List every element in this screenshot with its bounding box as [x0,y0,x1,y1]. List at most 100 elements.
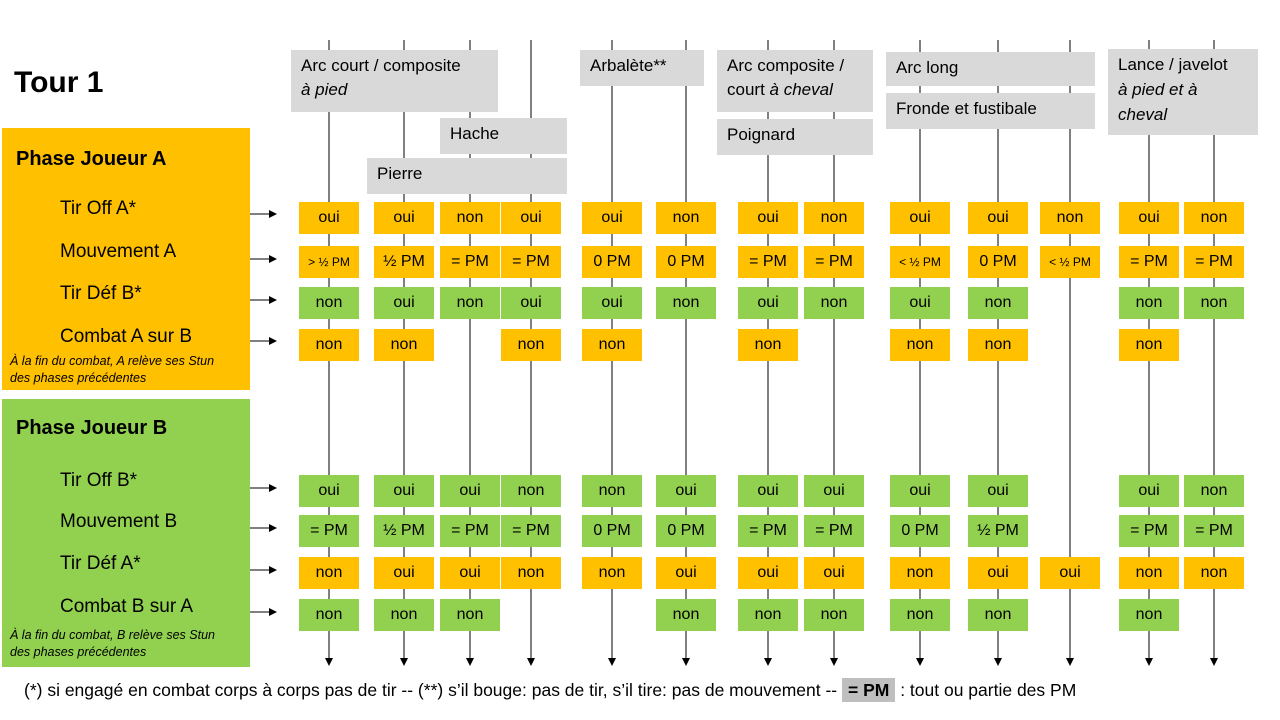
cell-a-tir-def-1: oui [374,287,434,319]
weapon-arc-comp-line2a: court [727,80,770,99]
cell-b-tir-def-11: non [1119,557,1179,589]
phase-a-note-line2: des phases précédentes [10,371,147,385]
cell-a-tir-off-6: oui [738,202,798,234]
step-a-mouvement: Mouvement A [60,241,177,262]
cell-b-tir-off-12: non [1184,475,1244,507]
cell-a-mouv-3: = PM [501,246,561,278]
cell-b-tir-off-9: oui [968,475,1028,507]
step-a-combat: Combat A sur B [60,326,193,347]
cell-a-mouv-11: = PM [1119,246,1179,278]
cell-a-combat-8: non [890,329,950,361]
weapon-pierre: Pierre [367,158,567,194]
cell-b-combat-5: non [656,599,716,631]
cell-b-mouv-12: = PM [1184,515,1244,547]
weapon-arc-long: Arc long [886,52,1095,86]
cell-a-tir-def-9: non [968,287,1028,319]
step-b-tir-off: Tir Off B* [60,470,138,491]
phase-b-note: À la fin du combat, B relève ses Stun de… [10,627,250,661]
cell-a-tir-def-0: non [299,287,359,319]
cell-a-tir-off-0: oui [299,202,359,234]
cell-b-tir-def-3: non [501,557,561,589]
cell-a-combat-1: non [374,329,434,361]
page-title: Tour 1 [14,66,104,99]
cell-b-tir-def-2: oui [440,557,500,589]
cell-a-tir-off-4: oui [582,202,642,234]
cell-b-combat-11: non [1119,599,1179,631]
cell-a-tir-def-6: oui [738,287,798,319]
cell-b-tir-def-1: oui [374,557,434,589]
footer-legend: (*) si engagé en combat corps à corps pa… [24,678,1076,702]
cell-a-combat-9: non [968,329,1028,361]
weapon-arc-composite: Arc composite / court à cheval [717,50,873,112]
weapon-lance: Lance / javelot à pied et à cheval [1108,49,1258,135]
weapon-lance-line2: à pied et à [1118,80,1198,99]
cell-b-combat-2: non [440,599,500,631]
cell-b-mouv-2: = PM [440,515,500,547]
cell-b-tir-def-6: oui [738,557,798,589]
step-a-tir-def: Tir Déf B* [60,283,142,304]
cell-b-tir-def-7: oui [804,557,864,589]
cell-a-tir-off-12: non [1184,202,1244,234]
cell-a-mouv-0: > ½ PM [299,246,359,278]
cell-b-combat-7: non [804,599,864,631]
weapon-arc-court-line1: Arc court / composite [301,56,461,75]
cell-a-tir-def-2: non [440,287,500,319]
cell-b-tir-def-0: non [299,557,359,589]
phase-b-note-line1: À la fin du combat, B relève ses Stun [10,628,215,642]
cell-b-tir-off-7: oui [804,475,864,507]
cell-b-mouv-1: ½ PM [374,515,434,547]
cell-b-combat-0: non [299,599,359,631]
cell-a-mouv-2: = PM [440,246,500,278]
cell-b-tir-def-12: non [1184,557,1244,589]
cell-a-tir-def-5: non [656,287,716,319]
cell-b-tir-off-4: non [582,475,642,507]
cell-b-mouv-5: 0 PM [656,515,716,547]
cell-a-combat-11: non [1119,329,1179,361]
cell-b-tir-off-2: oui [440,475,500,507]
phase-a-title: Phase Joueur A [16,148,167,170]
cell-b-tir-off-3: non [501,475,561,507]
phase-b-title: Phase Joueur B [16,417,168,439]
cell-b-tir-def-10: oui [1040,557,1100,589]
cell-b-combat-9: non [968,599,1028,631]
cell-a-combat-3: non [501,329,561,361]
phase-b-panel [2,399,250,667]
cell-a-tir-off-10: non [1040,202,1100,234]
cell-b-tir-off-0: oui [299,475,359,507]
weapon-arc-court-line2: à pied [301,80,348,99]
cell-a-tir-off-11: oui [1119,202,1179,234]
footer-pm-box: = PM [842,678,896,702]
cell-b-mouv-4: 0 PM [582,515,642,547]
weapon-poignard: Poignard [717,119,873,155]
cell-b-mouv-11: = PM [1119,515,1179,547]
cell-a-tir-off-7: non [804,202,864,234]
cell-a-combat-6: non [738,329,798,361]
step-b-tir-def: Tir Déf A* [60,553,141,574]
cell-a-combat-0: non [299,329,359,361]
weapon-arbalete: Arbalète** [580,50,704,86]
cell-a-mouv-8: < ½ PM [890,246,950,278]
cell-b-combat-1: non [374,599,434,631]
cell-a-tir-off-1: oui [374,202,434,234]
cell-a-tir-def-8: oui [890,287,950,319]
weapon-fronde: Fronde et fustibale [886,93,1095,129]
cell-a-tir-off-8: oui [890,202,950,234]
cell-b-tir-def-5: oui [656,557,716,589]
cell-a-mouv-1: ½ PM [374,246,434,278]
cell-b-combat-8: non [890,599,950,631]
cell-a-tir-def-4: oui [582,287,642,319]
weapon-lance-line3: cheval [1118,105,1168,124]
cell-a-mouv-9: 0 PM [968,246,1028,278]
footer-text-1: (*) si engagé en combat corps à corps pa… [24,680,842,700]
cell-a-tir-off-5: non [656,202,716,234]
weapon-arc-comp-line2b: à cheval [769,80,833,99]
cell-b-mouv-3: = PM [501,515,561,547]
cell-b-mouv-6: = PM [738,515,798,547]
cell-a-mouv-7: = PM [804,246,864,278]
cell-b-tir-off-1: oui [374,475,434,507]
phase-b-note-line2: des phases précédentes [10,645,147,659]
cell-b-tir-off-5: oui [656,475,716,507]
cell-a-mouv-5: 0 PM [656,246,716,278]
cell-a-mouv-12: = PM [1184,246,1244,278]
cell-b-tir-off-11: oui [1119,475,1179,507]
